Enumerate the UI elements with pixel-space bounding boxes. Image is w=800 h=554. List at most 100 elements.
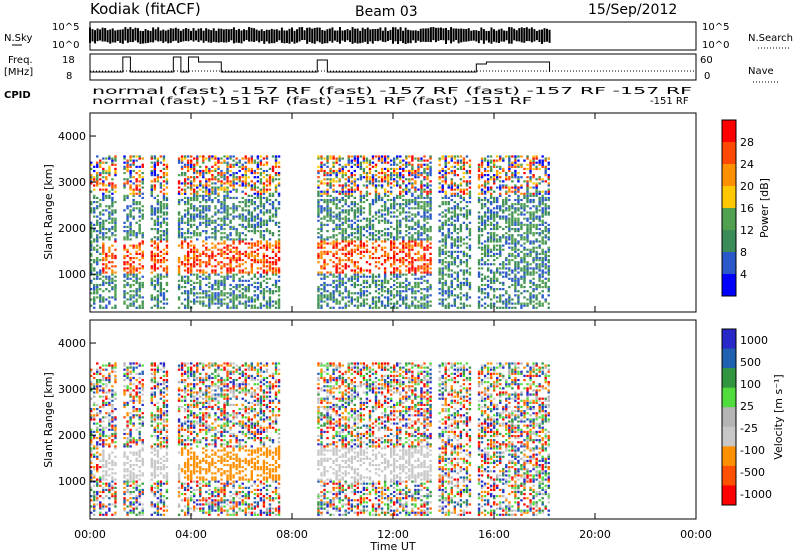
power-cell xyxy=(162,184,166,187)
power-cell xyxy=(262,182,266,185)
power-cell xyxy=(108,190,111,193)
power-cell xyxy=(153,155,157,158)
power-cell xyxy=(323,215,326,218)
power-cell xyxy=(129,225,132,229)
power-cell xyxy=(402,176,405,179)
power-cell xyxy=(389,167,393,171)
power-cell xyxy=(150,256,153,260)
power-cell xyxy=(105,263,108,266)
power-cell xyxy=(362,273,366,276)
power-cell xyxy=(193,171,196,175)
power-cell xyxy=(256,180,260,183)
power-cell xyxy=(486,279,490,282)
power-cell xyxy=(141,217,144,220)
power-cell xyxy=(496,200,499,204)
power-cell xyxy=(383,205,387,208)
power-cell xyxy=(277,256,281,260)
power-cell xyxy=(405,254,408,258)
power-cell xyxy=(447,207,450,210)
power-cell xyxy=(150,209,153,212)
power-cell xyxy=(465,188,469,191)
power-cell xyxy=(511,271,514,274)
power-cell xyxy=(268,174,272,177)
power-cell xyxy=(511,269,514,272)
power-cell xyxy=(374,200,378,204)
power-cell xyxy=(271,215,275,218)
power-cell xyxy=(256,165,260,168)
power-cell xyxy=(383,259,387,262)
power-cell xyxy=(508,219,511,222)
power-cell xyxy=(402,194,405,197)
power-cell xyxy=(405,234,408,237)
power-cell xyxy=(189,279,193,282)
power-cell xyxy=(253,182,257,185)
power-cell xyxy=(232,285,235,289)
power-cell xyxy=(114,163,117,166)
power-cell xyxy=(196,176,199,179)
power-cell xyxy=(338,267,341,270)
power-cell xyxy=(259,230,263,233)
power-cell xyxy=(362,176,366,179)
power-cell xyxy=(277,250,281,253)
power-cell xyxy=(353,261,357,264)
power-cell xyxy=(265,230,269,233)
power-cell xyxy=(244,242,247,245)
power-cell xyxy=(129,283,132,287)
power-cell xyxy=(480,273,484,276)
power-cell xyxy=(402,169,405,173)
power-cell xyxy=(399,174,402,177)
power-cell xyxy=(317,180,320,183)
power-cell xyxy=(502,263,505,266)
power-cell xyxy=(374,234,378,237)
power-cell xyxy=(408,269,411,272)
power-cell xyxy=(132,279,135,282)
power-cell xyxy=(426,203,429,206)
power-cell xyxy=(114,298,117,301)
power-cell xyxy=(211,215,214,218)
power-cell xyxy=(329,194,332,197)
power-cell xyxy=(329,169,332,173)
power-cell xyxy=(253,242,257,245)
power-cell xyxy=(126,225,129,229)
power-cell xyxy=(462,207,466,210)
power-cell xyxy=(268,263,272,266)
power-cell xyxy=(205,265,208,268)
power-cell xyxy=(359,302,363,305)
power-cell xyxy=(426,244,429,247)
power-cell xyxy=(123,171,126,175)
power-cell xyxy=(159,200,163,204)
power-cell xyxy=(196,161,199,164)
power-cell xyxy=(492,180,496,183)
power-cell xyxy=(420,298,423,301)
power-cell xyxy=(196,215,199,218)
power-cell xyxy=(450,198,453,202)
power-cell xyxy=(238,232,241,235)
power-cell xyxy=(214,292,217,295)
power-cell xyxy=(189,232,193,235)
power-cell xyxy=(326,219,329,222)
power-cell xyxy=(323,198,326,202)
power-cell xyxy=(417,265,420,268)
power-cell xyxy=(326,159,329,162)
power-cell xyxy=(362,211,366,214)
power-cell xyxy=(411,155,414,158)
power-cell xyxy=(408,261,411,264)
power-cell xyxy=(499,225,502,229)
power-cell xyxy=(223,217,226,220)
power-cell xyxy=(417,244,420,247)
power-cell xyxy=(502,198,505,202)
power-cell xyxy=(111,182,114,185)
power-cell xyxy=(135,207,138,210)
power-cell xyxy=(477,271,481,274)
power-cell xyxy=(338,198,341,202)
power-cell xyxy=(508,176,511,179)
power-cell xyxy=(196,292,199,295)
power-cell xyxy=(502,236,505,239)
power-cell xyxy=(447,294,450,297)
power-cell xyxy=(438,267,441,270)
power-cell xyxy=(499,252,502,256)
power-cell xyxy=(426,290,429,293)
power-cell xyxy=(320,211,323,214)
power-cell xyxy=(317,157,320,160)
power-cell xyxy=(417,213,420,216)
